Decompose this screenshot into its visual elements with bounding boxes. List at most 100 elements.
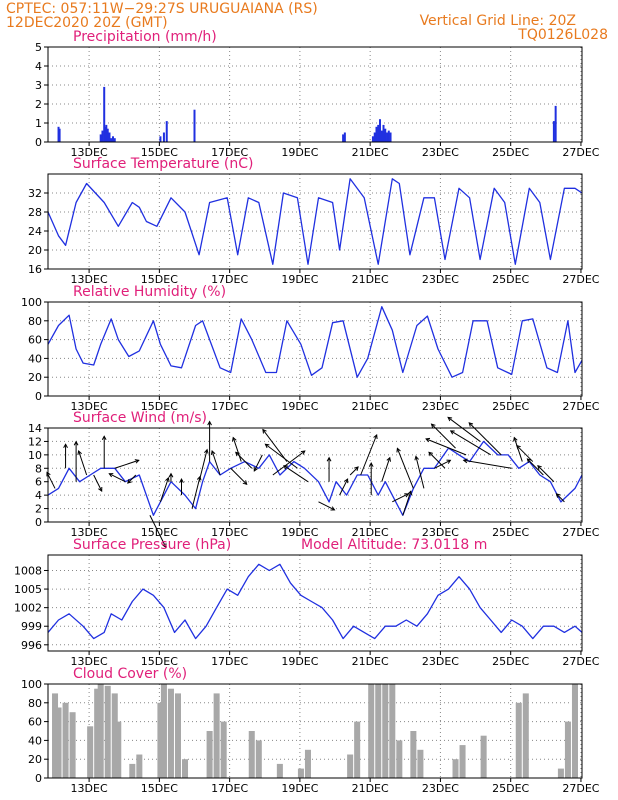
cloud-bar	[410, 731, 417, 778]
wind-arrowhead	[330, 506, 336, 511]
x-tick-label: 17DEC	[211, 146, 248, 159]
wind-arrowhead	[425, 437, 431, 443]
wind-arrowhead	[447, 416, 453, 422]
precip-bar	[387, 130, 390, 142]
wind-arrowhead	[373, 434, 378, 440]
wind-arrowhead	[235, 451, 240, 457]
cloud-bar	[354, 721, 361, 778]
precip-bar	[106, 128, 109, 142]
wind-vector	[232, 437, 242, 462]
panel-title: Surface Temperature (nC)	[73, 156, 254, 172]
x-tick-label: 13DEC	[71, 526, 108, 539]
y-tick-label: 20	[28, 371, 42, 384]
cloud-bar	[97, 684, 104, 778]
cloud-bar	[94, 688, 101, 778]
wind-vector	[109, 473, 126, 483]
y-tick-label: 0	[35, 390, 42, 403]
wind-arrowhead	[300, 450, 306, 455]
series-line	[47, 440, 583, 516]
cloud-bar	[515, 702, 522, 778]
x-tick-label: 15DEC	[141, 146, 178, 159]
precip-bar	[373, 132, 376, 142]
x-tick-label: 23DEC	[422, 400, 459, 413]
wind-arrowhead	[344, 478, 349, 484]
wind-vector	[349, 466, 359, 476]
y-tick-label: 100	[21, 678, 42, 691]
precip-bar	[165, 121, 168, 142]
y-tick-label: 1	[35, 117, 42, 130]
wind-arrowhead	[430, 423, 436, 429]
x-tick-label: 21DEC	[352, 146, 389, 159]
y-tick-label: 32	[28, 187, 42, 200]
x-tick-label: 19DEC	[281, 655, 318, 668]
y-tick-label: 60	[28, 716, 42, 729]
x-tick-label: 13DEC	[71, 400, 108, 413]
y-tick-label: 6	[35, 476, 42, 489]
wind-vector	[527, 458, 544, 476]
y-tick-label: 24	[28, 225, 42, 238]
precip-bar	[111, 136, 114, 142]
cloud-bar	[52, 693, 59, 778]
cloud-bar	[347, 754, 354, 778]
y-tick-label: 4	[35, 60, 42, 73]
cloud-bar	[87, 726, 94, 778]
x-tick-label: 27DEC	[562, 782, 599, 795]
x-tick-label: 25DEC	[492, 782, 529, 795]
y-tick-label: 1005	[14, 583, 42, 596]
wind-vector	[556, 493, 565, 503]
cloud-bar	[129, 763, 136, 778]
x-tick-label: 23DEC	[422, 146, 459, 159]
panel-title: Cloud Cover (%)	[73, 666, 187, 682]
wind-arrowhead	[449, 430, 455, 435]
wind-vector	[463, 459, 512, 469]
y-tick-label: 14	[28, 422, 42, 435]
precip-bar	[386, 132, 389, 142]
cloud-bar	[571, 684, 578, 778]
y-tick-label: 1008	[14, 564, 42, 577]
wind-arrowhead	[537, 464, 542, 470]
cloud-bar	[62, 702, 69, 778]
x-tick-label: 13DEC	[71, 273, 108, 286]
cloud-bar	[220, 721, 227, 778]
cloud-bar	[382, 684, 389, 778]
wind-arrowhead	[63, 443, 68, 449]
wind-arrowhead	[526, 458, 532, 463]
precip-bar	[162, 132, 165, 142]
wind-arrowhead	[516, 444, 521, 450]
precip-bar	[375, 126, 378, 142]
x-tick-label: 23DEC	[422, 526, 459, 539]
wind-arrowhead	[73, 440, 79, 446]
precip-bar	[384, 128, 387, 142]
panel-annotation: Model Altitude: 73.0118 m	[301, 537, 487, 553]
precip-bar	[554, 105, 557, 142]
wind-arrowhead	[262, 428, 267, 434]
y-tick-label: 16	[28, 263, 42, 276]
y-tick-label: 0	[35, 136, 42, 149]
x-tick-label: 19DEC	[281, 400, 318, 413]
y-tick-label: 999	[21, 620, 42, 633]
x-tick-label: 25DEC	[492, 655, 529, 668]
cloud-bar	[417, 749, 424, 778]
wind-vector	[450, 430, 491, 456]
x-tick-label: 23DEC	[422, 655, 459, 668]
wind-vector	[230, 467, 248, 485]
precip-bar	[58, 128, 61, 142]
y-tick-label: 20	[28, 753, 42, 766]
wind-arrowhead	[108, 473, 114, 478]
cloud-bar	[115, 721, 122, 778]
wind-arrowhead	[98, 486, 103, 492]
wind-vector	[434, 459, 451, 469]
panel-0: Precipitation (mm/h) 0 1 2 3 4 5 13DEC 15DEC 17DE…	[35, 29, 600, 159]
header-line2-right: TQ0126L028	[518, 27, 608, 43]
precip-bar	[101, 130, 104, 142]
x-tick-label: 13DEC	[71, 146, 108, 159]
wind-vector	[283, 465, 309, 483]
wind-arrowhead	[232, 436, 237, 442]
cloud-bar	[69, 712, 76, 778]
y-tick-label: 0	[35, 516, 42, 529]
x-tick-label: 21DEC	[352, 526, 389, 539]
precip-bar	[377, 124, 380, 142]
wind-vector	[447, 417, 481, 442]
